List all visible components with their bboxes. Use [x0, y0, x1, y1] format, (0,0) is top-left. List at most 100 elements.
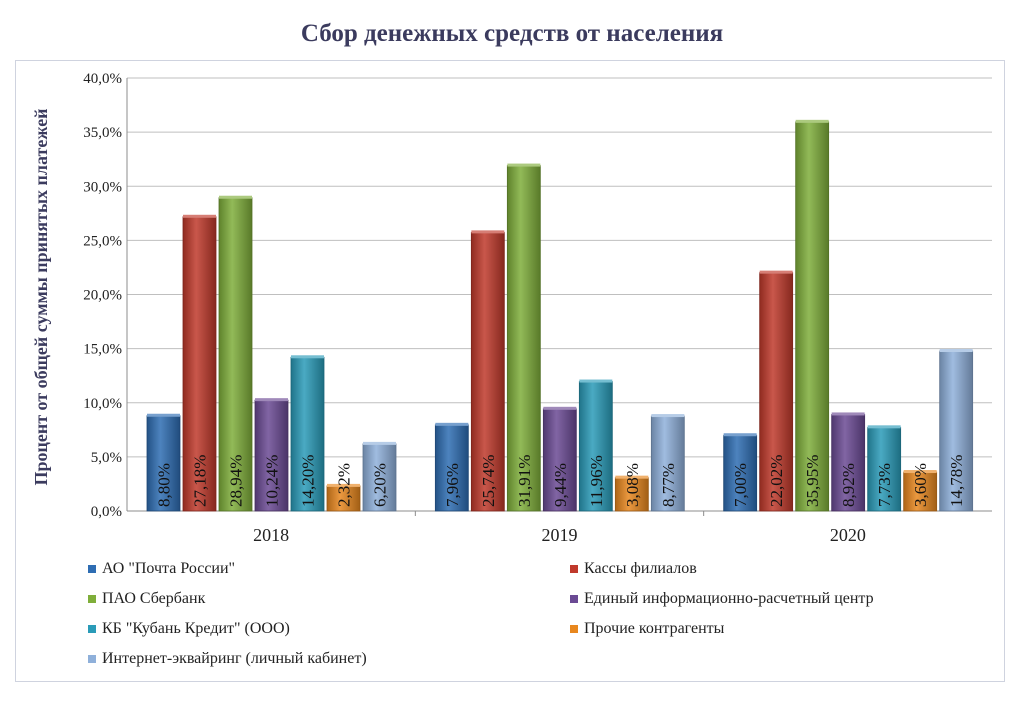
bar-top: [795, 119, 829, 123]
bar: [434, 424, 469, 512]
legend-label: ПАО Сбербанк: [102, 590, 206, 607]
data-label: 14,20%: [299, 455, 318, 507]
legend-swatch: [570, 625, 578, 633]
bar-top: [471, 230, 505, 234]
bar: [470, 231, 505, 512]
legend-label: Кассы филиалов: [584, 560, 697, 577]
bar-top: [579, 379, 613, 383]
data-label: 27,18%: [191, 455, 210, 507]
bar: [939, 350, 974, 512]
bar: [614, 477, 649, 512]
bars: [146, 119, 974, 512]
bar: [650, 415, 685, 512]
bar-top: [939, 349, 973, 353]
legend-item: Интернет-эквайринг (личный кабинет): [88, 650, 367, 668]
bar-top: [651, 414, 685, 418]
data-label: 8,77%: [659, 463, 678, 507]
bar: [759, 272, 794, 512]
bar: [831, 414, 866, 512]
data-label: 7,73%: [875, 463, 894, 507]
legend-label: АО "Почта России": [102, 560, 236, 577]
data-label: 7,00%: [731, 463, 750, 507]
y-axis-label: Процент от общей суммы принятых платежей: [31, 108, 51, 485]
legend-item: Единый информационно-расчетный центр: [570, 590, 874, 608]
bar: [542, 408, 577, 512]
bar-top: [219, 195, 252, 199]
bar-top: [435, 422, 469, 426]
legend-swatch: [88, 625, 96, 633]
legend-item: Кассы филиалов: [570, 560, 697, 578]
data-label: 10,24%: [263, 455, 282, 507]
bar-top: [903, 470, 937, 474]
legend-item: ПАО Сбербанк: [88, 590, 205, 608]
y-tick-label: 5,0%: [91, 450, 122, 466]
y-tick-label: 30,0%: [83, 179, 122, 195]
data-label: 8,92%: [839, 463, 858, 507]
data-label: 25,74%: [479, 455, 498, 507]
bar-top: [363, 441, 396, 445]
data-label: 3,60%: [911, 463, 930, 507]
data-label: 11,96%: [587, 455, 606, 507]
legend-item: АО "Почта России": [88, 560, 235, 578]
y-tick-label: 15,0%: [83, 342, 122, 358]
bar: [290, 356, 325, 512]
data-label: 6,20%: [371, 463, 390, 507]
legend-swatch: [88, 595, 96, 603]
data-label: 3,08%: [623, 463, 642, 507]
bar-top: [759, 270, 793, 274]
legend-label: КБ "Кубань Кредит" (ООО): [102, 620, 290, 637]
bar: [146, 415, 181, 512]
bar-top: [507, 163, 541, 167]
data-label: 14,78%: [947, 455, 966, 507]
data-label: 7,96%: [443, 463, 462, 507]
legend-item: КБ "Кубань Кредит" (ООО): [88, 620, 290, 638]
data-label: 35,95%: [803, 455, 822, 507]
bar: [326, 485, 361, 512]
bar: [795, 121, 830, 512]
bar-top: [723, 433, 757, 437]
bar-top: [183, 214, 216, 218]
y-tick-label: 20,0%: [83, 288, 122, 304]
bar: [903, 471, 938, 512]
x-tick-label: 2019: [542, 525, 578, 545]
bar-top: [327, 483, 360, 487]
y-tick-label: 0,0%: [91, 504, 122, 520]
legend-swatch: [570, 565, 578, 573]
legend-item: Прочие контрагенты: [570, 620, 724, 638]
data-label: 31,91%: [515, 455, 534, 507]
data-label: 22,02%: [767, 455, 786, 507]
data-label: 8,80%: [155, 463, 174, 507]
y-tick-label: 35,0%: [83, 125, 122, 141]
axes: 0,0% 5,0% 10,0% 15,0% 20,0% 25,0% 30,0% 35,0% 40…: [83, 71, 992, 545]
legend-swatch: [88, 565, 96, 573]
legend-label: Прочие контрагенты: [584, 620, 725, 637]
data-label: 9,44%: [551, 463, 570, 507]
y-tick-label: 40,0%: [83, 71, 122, 87]
bar: [578, 381, 613, 512]
legend-label: Интернет-эквайринг (личный кабинет): [102, 650, 367, 667]
bar-top: [255, 398, 288, 402]
bar: [218, 197, 253, 512]
bar-top: [291, 355, 324, 359]
bar-top: [147, 413, 180, 417]
bar: [362, 443, 397, 512]
y-tick-label: 25,0%: [83, 233, 122, 249]
data-label: 28,94%: [227, 455, 246, 507]
bar-top: [867, 425, 901, 429]
bar: [182, 216, 217, 512]
y-tick-label: 10,0%: [83, 396, 122, 412]
data-labels: 8,80% 27,18% 28,94% 10,24% 14,20% 2,32% 6,20% 7…: [155, 455, 967, 507]
legend-label: Единый информационно-расчетный центр: [584, 590, 874, 607]
legend-swatch: [88, 655, 96, 663]
legend-swatch: [570, 595, 578, 603]
bar: [867, 426, 902, 512]
bar-top: [831, 412, 865, 416]
bar-top: [543, 406, 577, 410]
chart-title: Сбор денежных средств от населения: [300, 20, 724, 47]
x-tick-label: 2018: [253, 525, 289, 545]
x-tick-label: 2020: [830, 525, 866, 545]
data-label: 2,32%: [335, 463, 354, 507]
bar-top: [615, 475, 649, 479]
bar: [723, 434, 758, 512]
